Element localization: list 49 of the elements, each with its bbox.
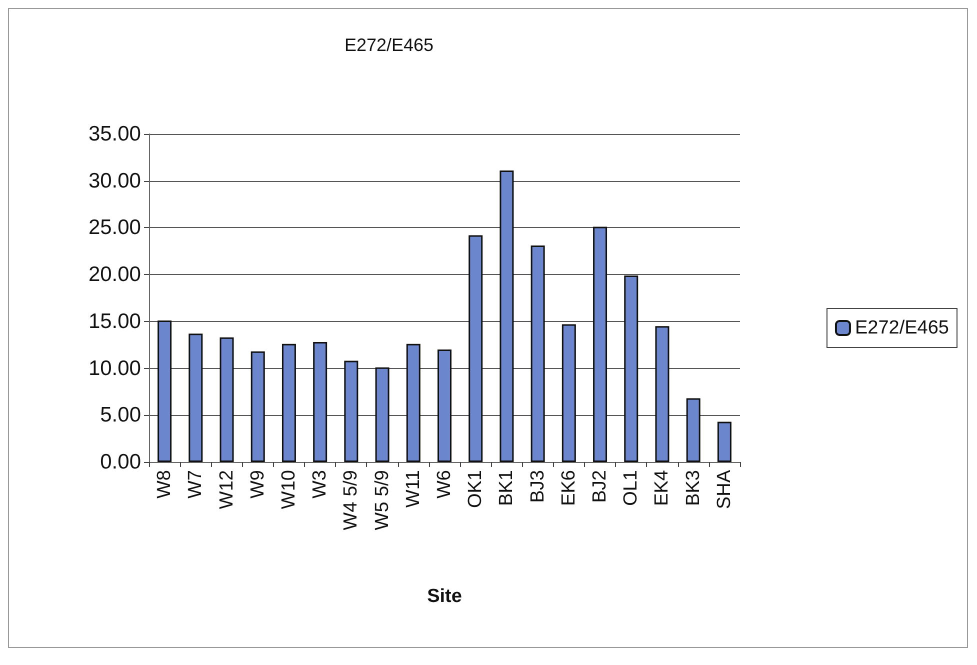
x-tick-label: OL1 <box>620 470 642 506</box>
y-tick-label: 35.00 <box>88 122 141 146</box>
x-axis-title: Site <box>427 586 462 607</box>
y-tick-label: 0.00 <box>100 450 141 474</box>
y-tick-label: 20.00 <box>88 263 141 286</box>
bar <box>344 360 358 462</box>
x-tick-label: W4 5/9 <box>340 470 362 530</box>
bar <box>562 324 576 462</box>
bar <box>686 398 700 462</box>
bar <box>655 326 670 462</box>
x-tick-label: W10 <box>278 470 300 510</box>
x-tick-label: BJ3 <box>527 470 548 503</box>
bar <box>468 235 483 462</box>
y-tick-label: 30.00 <box>88 169 141 192</box>
x-tick-label: BK3 <box>682 470 704 506</box>
x-tick-label: W12 <box>216 470 238 510</box>
bar <box>530 246 545 462</box>
x-tick-label: W8 <box>154 470 176 498</box>
x-tick-label: W5 5/9 <box>372 470 393 530</box>
x-tick-label: BK1 <box>496 470 518 506</box>
x-tick-label: W6 <box>434 470 455 498</box>
x-tick-label: OK1 <box>465 470 486 508</box>
x-tick-label: W9 <box>247 470 268 498</box>
x-tick-label: SHA <box>714 470 735 510</box>
bar <box>188 334 203 462</box>
chart-title: E272/E465 <box>344 35 434 55</box>
bar <box>313 342 328 462</box>
bar <box>500 170 514 462</box>
y-tick-label: 5.00 <box>100 404 141 427</box>
legend-label: E272/E465 <box>854 318 950 338</box>
bar <box>375 367 390 462</box>
x-tick-label: BJ2 <box>590 470 611 503</box>
bar <box>250 351 265 462</box>
bar <box>158 320 172 462</box>
x-tick-label: EK4 <box>652 470 673 506</box>
y-tick-label: 15.00 <box>88 310 141 333</box>
bar <box>593 226 608 462</box>
x-tick-label: W11 <box>402 470 424 508</box>
y-tick-label: 10.00 <box>88 356 141 380</box>
bar <box>220 337 234 462</box>
x-tick-label: W3 <box>310 470 331 498</box>
bar <box>438 350 452 462</box>
bar <box>624 276 638 462</box>
bar <box>282 344 296 462</box>
x-tick-label: EK6 <box>558 470 580 506</box>
y-tick-label: 25.00 <box>88 216 141 240</box>
bar <box>406 344 420 462</box>
bar <box>717 422 732 462</box>
x-tick-label: W7 <box>185 470 206 498</box>
